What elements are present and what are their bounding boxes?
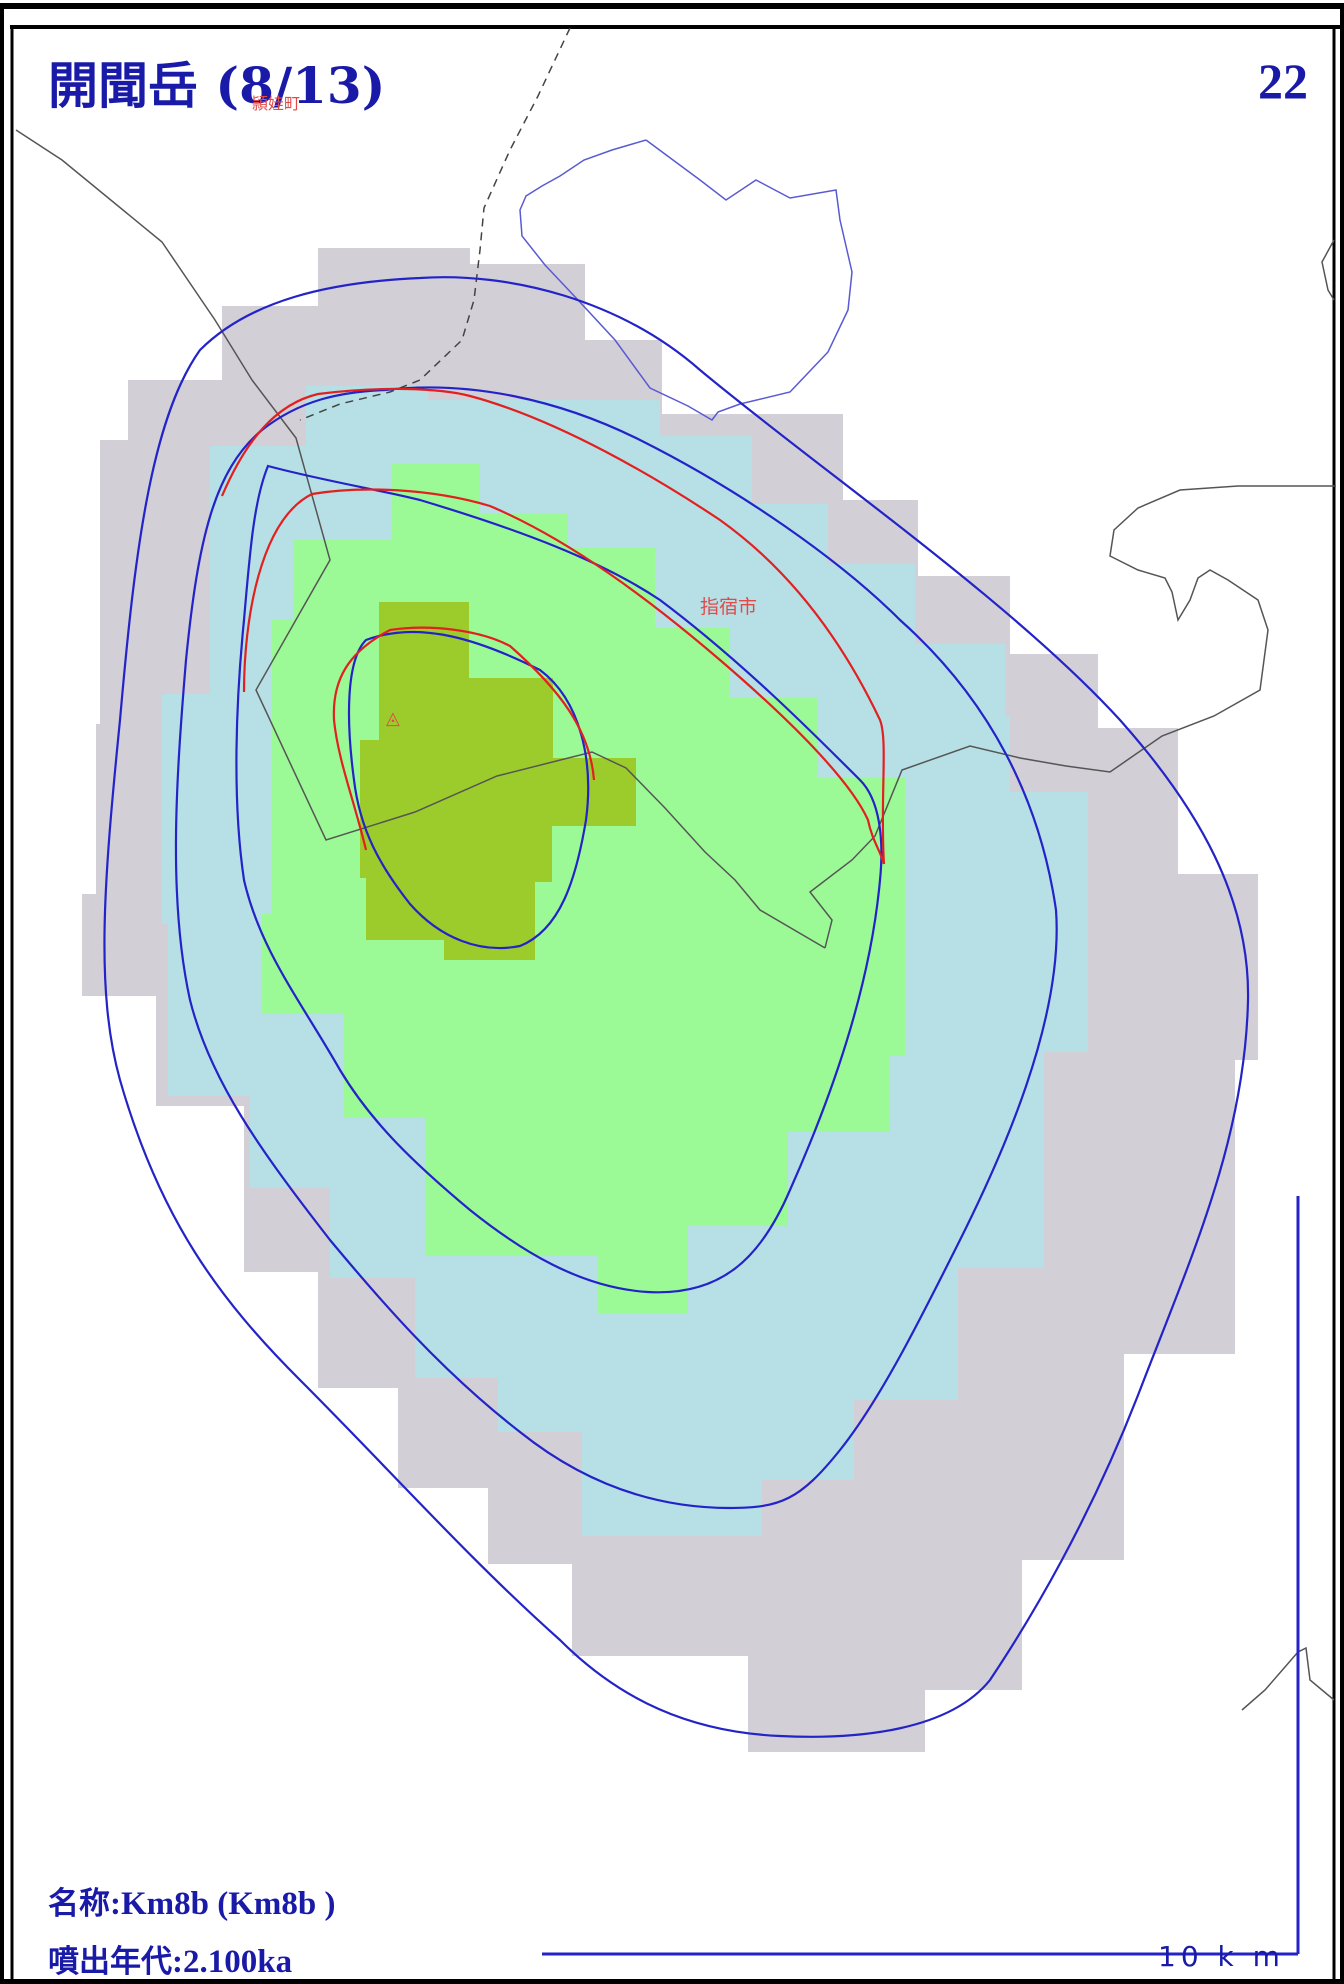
blue-contours bbox=[103, 276, 1250, 1738]
deposit-name: 名称:Km8b (Km8b ) bbox=[48, 1878, 336, 1923]
scale-label: 10 k m bbox=[1158, 1940, 1285, 1973]
boundary-south-coast bbox=[1241, 1646, 1335, 1711]
red-contour-mid bbox=[242, 488, 886, 865]
city-label: 指宿市 bbox=[700, 596, 758, 618]
name-label: 名称 bbox=[48, 1886, 110, 1922]
red-contour-outer bbox=[220, 387, 886, 865]
eruption-age: 噴出年代:2.100ka bbox=[48, 1936, 292, 1981]
coastline bbox=[519, 139, 853, 421]
outer-frame bbox=[0, 3, 1344, 1984]
name-value: :Km8b (Km8b ) bbox=[110, 1886, 336, 1922]
boundary-east bbox=[808, 485, 1336, 949]
boundary-northwest bbox=[15, 129, 826, 949]
volcano-marker-icon: ◬ bbox=[386, 708, 400, 729]
blue-contour-inner bbox=[235, 464, 883, 1294]
page-number: 22 bbox=[1258, 53, 1308, 109]
age-label: 噴出年代 bbox=[48, 1944, 172, 1980]
page-index: (8/13) bbox=[215, 56, 386, 115]
boundary-east-edge bbox=[1321, 239, 1335, 301]
blue-contour-outer bbox=[103, 276, 1250, 1738]
dashed-boundary bbox=[299, 27, 571, 421]
admin-boundaries bbox=[15, 129, 1336, 1711]
red-contour-inner bbox=[332, 626, 596, 851]
volcano-name: 開聞岳 bbox=[48, 56, 198, 115]
volcano-title: 開聞岳 (8/13) bbox=[48, 46, 385, 118]
red-contours bbox=[220, 387, 886, 865]
town-label: 頴娃町 bbox=[252, 94, 301, 113]
blue-contour-mid bbox=[174, 386, 1058, 1510]
blue-contour-core bbox=[347, 630, 590, 950]
age-value: :2.100ka bbox=[172, 1944, 293, 1980]
zone-olive bbox=[360, 602, 636, 960]
